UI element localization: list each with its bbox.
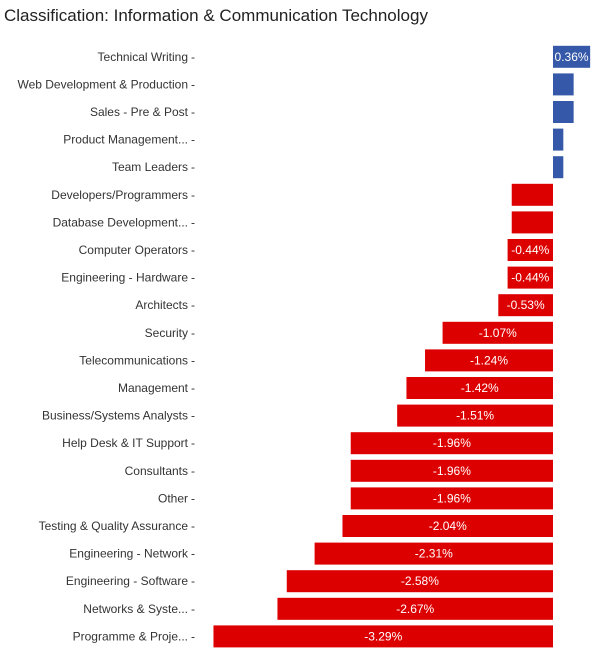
value-label: 0.36%: [555, 50, 589, 64]
bar: [350, 432, 553, 455]
axis-tick: -: [191, 602, 195, 616]
bar: [350, 487, 553, 510]
axis-tick: -: [191, 133, 195, 147]
value-label: -2.04%: [429, 519, 467, 533]
category-label: Testing & Quality Assurance: [39, 519, 189, 533]
category-label: Help Desk & IT Support: [62, 436, 189, 450]
bar: [314, 542, 553, 565]
value-label: -2.58%: [401, 574, 439, 588]
bar: [511, 211, 553, 234]
bar: [286, 570, 553, 593]
axis-tick: -: [191, 298, 195, 312]
bar: [553, 128, 564, 151]
axis-tick: -: [191, 491, 195, 505]
value-label: -0.44%: [511, 243, 549, 257]
value-label: -1.07%: [479, 326, 517, 340]
category-label: Management: [118, 381, 189, 395]
value-label: -1.24%: [470, 353, 508, 367]
category-label: Database Development...: [53, 215, 188, 229]
axis-tick: -: [191, 160, 195, 174]
axis-tick: -: [191, 188, 195, 202]
bar: [511, 183, 553, 206]
category-label: Other: [158, 491, 188, 505]
category-label: Developers/Programmers: [51, 188, 188, 202]
axis-tick: -: [191, 243, 195, 257]
axis-tick: -: [191, 105, 195, 119]
axis-tick: -: [191, 629, 195, 643]
axis-tick: -: [191, 574, 195, 588]
bar: [498, 294, 553, 317]
bar: [425, 349, 553, 372]
bar: [442, 321, 553, 344]
axis-tick: -: [191, 77, 195, 91]
bar: [277, 597, 553, 620]
axis-tick: -: [191, 436, 195, 450]
category-label: Technical Writing: [98, 50, 188, 64]
category-label: Computer Operators: [79, 243, 188, 257]
category-label: Engineering - Network: [69, 547, 189, 561]
value-label: -1.51%: [456, 409, 494, 423]
category-label: Programme & Proje...: [73, 629, 188, 643]
value-label: -1.96%: [433, 491, 471, 505]
category-label: Networks & Syste...: [83, 602, 188, 616]
axis-tick: -: [191, 326, 195, 340]
axis-tick: -: [191, 409, 195, 423]
category-label: Engineering - Software: [66, 574, 188, 588]
category-label: Engineering - Hardware: [61, 271, 188, 285]
category-label: Architects: [135, 298, 188, 312]
value-label: -1.96%: [433, 464, 471, 478]
bar: [553, 101, 574, 123]
axis-tick: -: [191, 215, 195, 229]
category-label: Telecommunications: [79, 353, 188, 367]
bar: [553, 73, 574, 96]
value-label: -0.44%: [511, 271, 549, 285]
bar: [553, 45, 591, 68]
axis-tick: -: [191, 271, 195, 285]
axis-tick: -: [191, 547, 195, 561]
value-label: -1.42%: [461, 381, 499, 395]
value-label: -3.29%: [364, 629, 402, 643]
value-label: -1.96%: [433, 436, 471, 450]
axis-tick: -: [191, 50, 195, 64]
axis-tick: -: [191, 464, 195, 478]
axis-tick: -: [191, 381, 195, 395]
bar: [406, 377, 553, 399]
category-label: Consultants: [125, 464, 188, 478]
value-label: -0.53%: [507, 298, 545, 312]
bar: [397, 404, 553, 427]
axis-tick: -: [191, 519, 195, 533]
bar: [507, 266, 553, 289]
category-label: Security: [145, 326, 188, 340]
chart-title: Classification: Information & Communicat…: [4, 6, 428, 25]
bar: [213, 625, 554, 648]
value-label: -2.67%: [396, 602, 434, 616]
bar: [553, 156, 564, 179]
category-label: Web Development & Production: [17, 77, 188, 91]
bar: [342, 515, 553, 537]
category-label: Team Leaders: [112, 160, 188, 174]
bar: [350, 459, 553, 482]
bar: [507, 239, 553, 261]
axis-tick: -: [191, 353, 195, 367]
category-label: Product Management...: [63, 133, 188, 147]
category-label: Business/Systems Analysts: [42, 409, 188, 423]
value-label: -2.31%: [415, 547, 453, 561]
category-label: Sales - Pre & Post: [90, 105, 189, 119]
